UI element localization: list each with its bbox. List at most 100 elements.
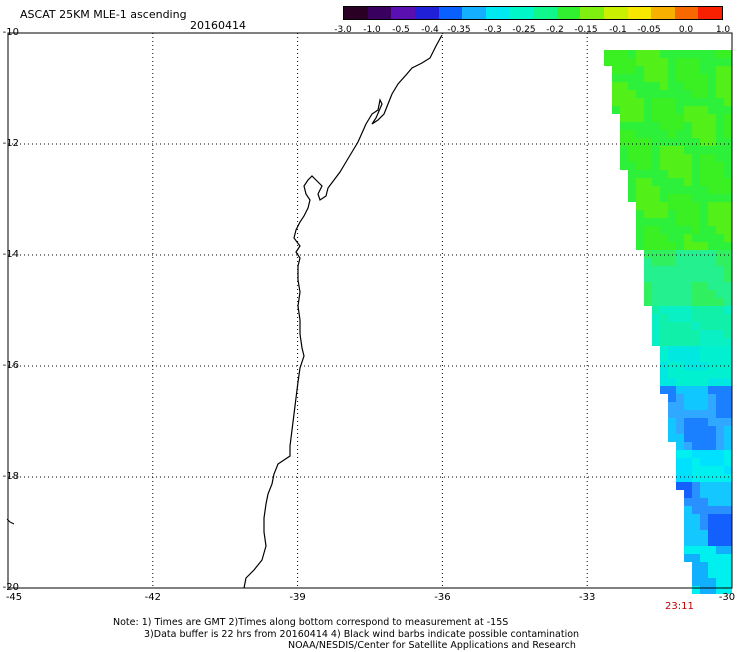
swath-cell <box>676 178 684 186</box>
data-swath <box>604 50 732 594</box>
swath-cell <box>684 170 692 178</box>
swath-cell <box>668 194 676 202</box>
swath-cell <box>684 242 692 250</box>
swath-cell <box>668 434 676 442</box>
x-tick-label: -30 <box>718 592 736 603</box>
swath-cell <box>644 58 652 66</box>
swath-cell <box>708 242 716 250</box>
swath-cell <box>716 106 724 114</box>
colorbar <box>343 6 723 20</box>
swath-cell <box>684 514 692 522</box>
colorbar-swatch <box>603 7 628 19</box>
swath-cell <box>716 258 724 266</box>
colorbar-tick-label: -0.05 <box>637 25 661 35</box>
swath-cell <box>724 82 732 90</box>
swath-cell <box>708 186 716 194</box>
swath-cell <box>692 370 700 378</box>
swath-cell <box>644 298 652 306</box>
swath-cell <box>692 394 700 402</box>
swath-cell <box>692 106 700 114</box>
swath-cell <box>724 186 732 194</box>
swath-cell <box>676 346 684 354</box>
swath-cell <box>668 122 676 130</box>
swath-cell <box>668 314 676 322</box>
swath-cell <box>692 354 700 362</box>
swath-cell <box>644 146 652 154</box>
swath-cell <box>644 234 652 242</box>
swath-cell <box>716 338 724 346</box>
swath-cell <box>724 442 732 450</box>
swath-cell <box>676 210 684 218</box>
swath-cell <box>676 250 684 258</box>
swath-cell <box>636 226 644 234</box>
swath-cell <box>716 274 724 282</box>
swath-cell <box>676 194 684 202</box>
swath-cell <box>684 186 692 194</box>
swath-cell <box>716 66 724 74</box>
swath-cell <box>700 58 708 66</box>
swath-cell <box>708 154 716 162</box>
swath-cell <box>660 218 668 226</box>
swath-cell <box>636 50 644 58</box>
swath-cell <box>692 546 700 554</box>
swath-cell <box>652 114 660 122</box>
swath-cell <box>660 170 668 178</box>
swath-cell <box>604 50 612 58</box>
swath-cell <box>660 82 668 90</box>
swath-cell <box>620 114 628 122</box>
swath-cell <box>676 50 684 58</box>
swath-cell <box>684 146 692 154</box>
swath-cell <box>684 498 692 506</box>
swath-cell <box>628 90 636 98</box>
swath-cell <box>716 490 724 498</box>
swath-cell <box>612 58 620 66</box>
swath-cell <box>676 410 684 418</box>
swath-cell <box>636 218 644 226</box>
swath-cell <box>660 354 668 362</box>
swath-cell <box>668 266 676 274</box>
swath-cell <box>668 242 676 250</box>
swath-cell <box>692 282 700 290</box>
swath-cell <box>692 490 700 498</box>
swath-cell <box>700 514 708 522</box>
swath-cell <box>636 202 644 210</box>
swath-cell <box>644 274 652 282</box>
swath-cell <box>636 122 644 130</box>
y-tick-label: -20 <box>2 582 19 593</box>
swath-cell <box>684 282 692 290</box>
swath-cell <box>724 106 732 114</box>
swath-cell <box>652 314 660 322</box>
swath-cell <box>660 274 668 282</box>
swath-cell <box>692 554 700 562</box>
swath-cell <box>644 162 652 170</box>
swath-cell <box>692 346 700 354</box>
swath-cell <box>668 282 676 290</box>
swath-cell <box>620 138 628 146</box>
swath-cell <box>676 114 684 122</box>
colorbar-tick-label: 1.0 <box>715 25 731 35</box>
swath-cell <box>660 338 668 346</box>
swath-cell <box>660 194 668 202</box>
swath-cell <box>668 274 676 282</box>
map-title: ASCAT 25KM MLE-1 ascending <box>20 8 187 21</box>
x-tick-label: -33 <box>579 592 596 603</box>
swath-cell <box>692 330 700 338</box>
swath-cell <box>700 130 708 138</box>
swath-cell <box>700 98 708 106</box>
swath-cell <box>676 282 684 290</box>
swath-cell <box>692 138 700 146</box>
swath-cell <box>716 146 724 154</box>
swath-cell <box>636 74 644 82</box>
swath-cell <box>668 346 676 354</box>
swath-cell <box>708 74 716 82</box>
swath-cell <box>684 98 692 106</box>
swath-cell <box>724 258 732 266</box>
swath-cell <box>660 290 668 298</box>
swath-cell <box>716 386 724 394</box>
swath-cell <box>716 242 724 250</box>
swath-cell <box>676 466 684 474</box>
swath-cell <box>644 130 652 138</box>
swath-cell <box>660 90 668 98</box>
swath-cell <box>668 138 676 146</box>
swath-cell <box>692 290 700 298</box>
